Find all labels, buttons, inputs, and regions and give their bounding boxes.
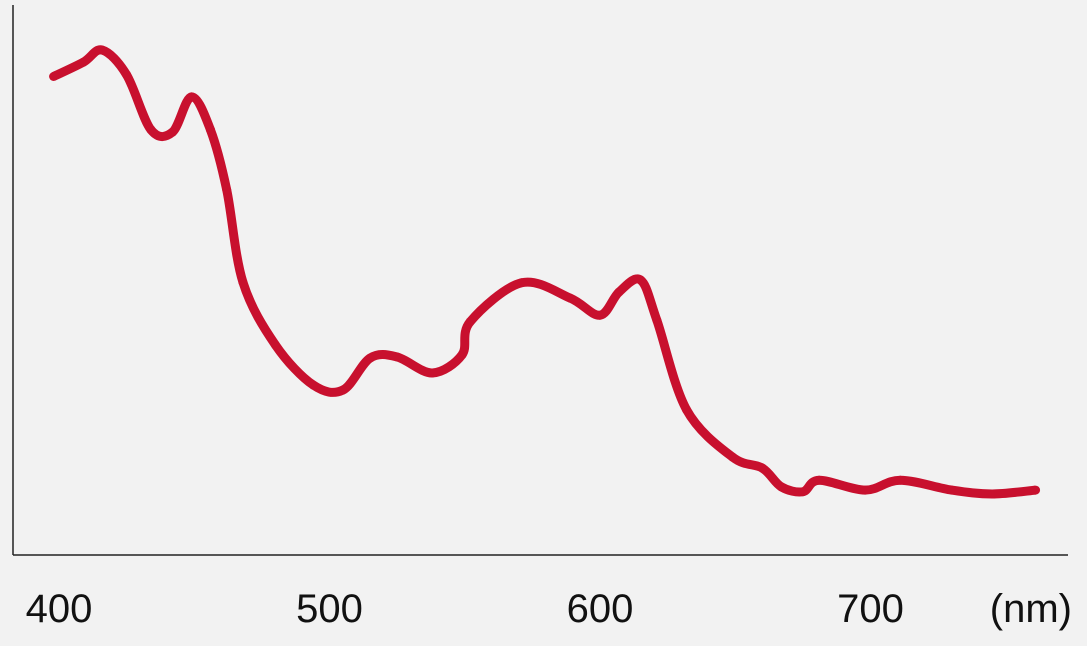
- data-point: [895, 475, 905, 485]
- data-point: [728, 452, 738, 462]
- data-point: [270, 340, 280, 350]
- data-point: [392, 352, 402, 362]
- x-tick-label: 700: [837, 587, 904, 631]
- data-point: [365, 353, 375, 363]
- data-point: [860, 485, 870, 495]
- data-point: [565, 293, 575, 303]
- data-point: [205, 125, 215, 135]
- data-point: [814, 475, 824, 485]
- data-point: [308, 380, 318, 390]
- data-point: [146, 125, 156, 135]
- x-axis-unit-label: (nm): [990, 587, 1072, 631]
- data-point: [757, 463, 767, 473]
- x-tick-label: 400: [26, 587, 93, 631]
- data-point: [168, 127, 178, 137]
- data-point: [465, 317, 475, 327]
- data-point: [187, 92, 197, 102]
- x-tick-label: 500: [296, 587, 363, 631]
- data-point: [636, 275, 646, 285]
- data-point: [457, 350, 467, 360]
- data-point: [97, 45, 107, 55]
- data-point: [798, 487, 808, 497]
- data-point: [49, 72, 59, 81]
- data-point: [427, 368, 437, 378]
- data-point: [238, 277, 248, 287]
- data-point: [1031, 485, 1041, 495]
- data-point: [776, 482, 786, 492]
- data-point: [987, 489, 997, 499]
- data-point: [682, 405, 692, 415]
- series-line: [51, 45, 1036, 499]
- data-point: [222, 185, 232, 195]
- data-point: [78, 57, 88, 67]
- data-point: [652, 315, 662, 325]
- data-point: [947, 485, 957, 495]
- data-point: [614, 287, 624, 297]
- data-point: [517, 278, 527, 288]
- x-tick-label: 600: [567, 587, 634, 631]
- data-point: [122, 70, 132, 80]
- data-point: [595, 310, 605, 320]
- data-point: [338, 385, 348, 395]
